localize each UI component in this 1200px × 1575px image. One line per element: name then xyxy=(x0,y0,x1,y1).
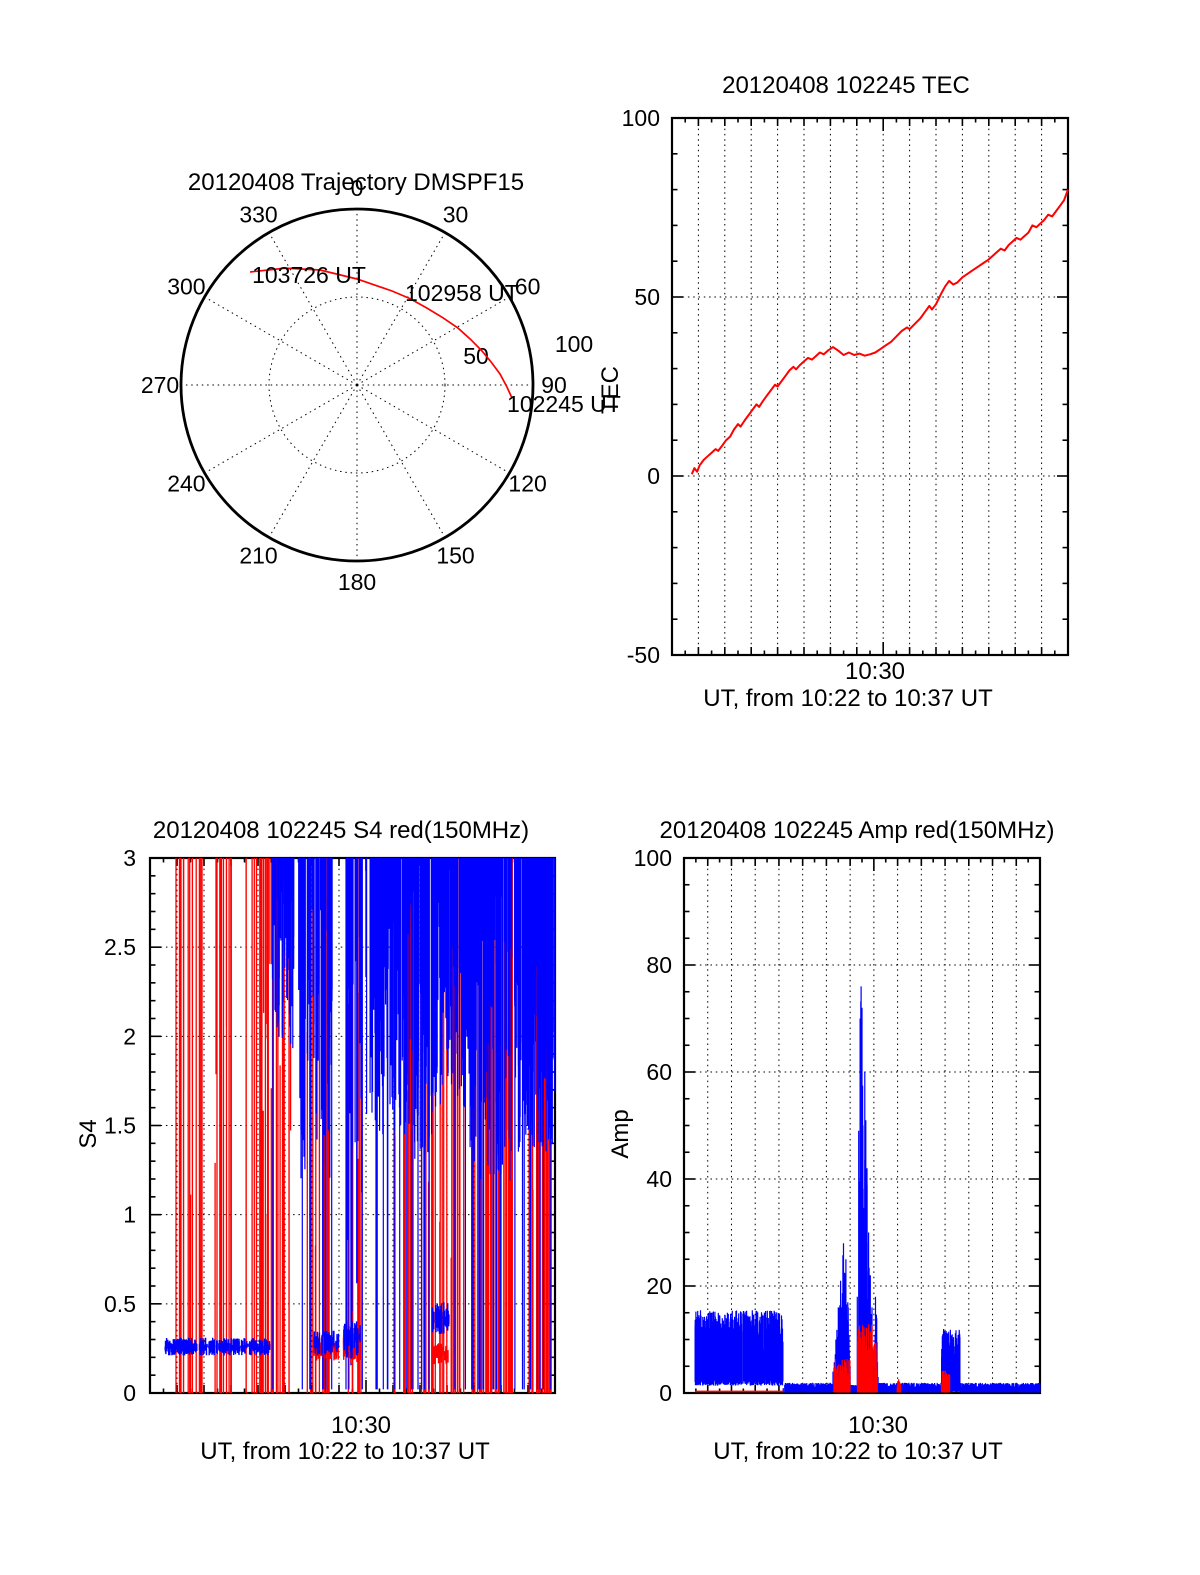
polar-plot-title: 20120408 Trajectory DMSPF15 xyxy=(187,169,525,196)
svg-text:210: 210 xyxy=(239,543,277,569)
svg-text:40: 40 xyxy=(646,1166,672,1192)
svg-text:3: 3 xyxy=(123,845,136,871)
svg-text:0: 0 xyxy=(123,1380,136,1406)
amp-blue-lines xyxy=(694,986,1041,1393)
tec-yaxis-label: TEC xyxy=(597,366,624,414)
svg-text:30: 30 xyxy=(443,201,469,227)
svg-text:102958 UT: 102958 UT xyxy=(405,280,519,306)
amp-plot-title: 20120408 102245 Amp red(150MHz) xyxy=(659,817,1055,844)
svg-text:-50: -50 xyxy=(627,642,660,668)
amp-axes: 100 80 60 40 20 0 xyxy=(634,845,1042,1406)
tec-axes: 100 50 0 -50 xyxy=(622,105,1070,668)
svg-text:240: 240 xyxy=(167,471,205,497)
polar-plot: 0 30 60 90 120 150 180 210 240 270 300 330 50 100 1037… xyxy=(141,175,621,595)
svg-text:2.5: 2.5 xyxy=(104,934,136,960)
svg-text:0: 0 xyxy=(659,1380,672,1406)
svg-text:0: 0 xyxy=(647,463,660,489)
s4-axes: 3 2.5 2 1.5 1 0.5 0 xyxy=(104,845,557,1406)
tec-plot-title: 20120408 102245 TEC xyxy=(722,72,970,99)
s4-plot-title: 20120408 102245 S4 red(150MHz) xyxy=(152,817,530,844)
svg-text:103726 UT: 103726 UT xyxy=(252,262,366,288)
svg-text:50: 50 xyxy=(463,343,489,369)
svg-text:1: 1 xyxy=(123,1202,136,1228)
svg-text:60: 60 xyxy=(515,274,541,300)
svg-text:80: 80 xyxy=(646,952,672,978)
amp-xaxis-label: UT, from 10:22 to 10:37 UT xyxy=(713,1438,1003,1465)
svg-text:50: 50 xyxy=(634,284,660,310)
tec-curve xyxy=(690,189,1069,475)
svg-text:300: 300 xyxy=(167,274,205,300)
amp-xaxis-tick-label: 10:30 xyxy=(847,1412,909,1439)
s4-blue-baseline xyxy=(164,1302,450,1359)
svg-text:90: 90 xyxy=(541,372,567,398)
svg-text:0: 0 xyxy=(351,175,364,201)
svg-text:100: 100 xyxy=(622,105,660,131)
svg-text:1.5: 1.5 xyxy=(104,1113,136,1139)
svg-text:150: 150 xyxy=(436,543,474,569)
svg-text:100: 100 xyxy=(634,845,672,871)
s4-xaxis-tick-label: 10:30 xyxy=(330,1412,392,1439)
tec-xaxis-tick-label: 10:30 xyxy=(844,658,906,685)
svg-text:60: 60 xyxy=(646,1059,672,1085)
svg-text:2: 2 xyxy=(123,1023,136,1049)
trajectory-line xyxy=(250,267,513,399)
amp-red-lines xyxy=(833,1324,951,1393)
tec-xaxis-label: UT, from 10:22 to 10:37 UT xyxy=(703,685,993,712)
svg-text:102245 UT: 102245 UT xyxy=(507,391,621,417)
svg-text:270: 270 xyxy=(141,372,179,398)
s4-blue-lines xyxy=(271,858,556,1390)
svg-text:100: 100 xyxy=(555,331,593,357)
svg-text:20: 20 xyxy=(646,1273,672,1299)
amp-yaxis-label: Amp xyxy=(607,1109,634,1159)
s4-xaxis-label: UT, from 10:22 to 10:37 UT xyxy=(200,1438,490,1465)
svg-text:0.5: 0.5 xyxy=(104,1291,136,1317)
svg-text:180: 180 xyxy=(338,569,376,595)
s4-yaxis-label: S4 xyxy=(75,1119,102,1149)
svg-text:330: 330 xyxy=(239,201,277,227)
svg-text:120: 120 xyxy=(508,471,546,497)
